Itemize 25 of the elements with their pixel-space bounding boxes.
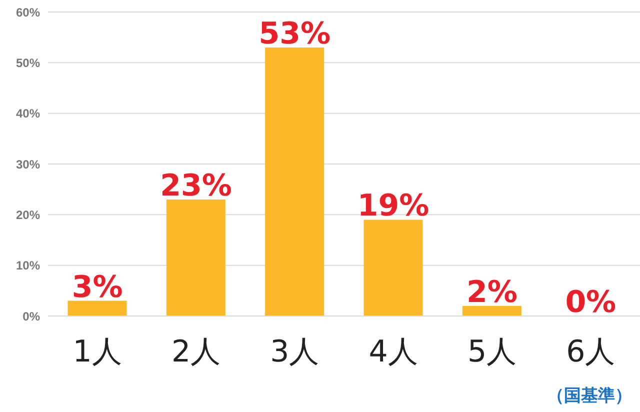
x-tick-label: 2人 bbox=[171, 334, 221, 370]
bar bbox=[462, 306, 522, 316]
x-tick-label: 4人 bbox=[368, 334, 418, 370]
bar bbox=[68, 300, 127, 316]
bar bbox=[364, 220, 423, 316]
x-tick-label: 1人 bbox=[72, 334, 122, 370]
data-label: 53% bbox=[258, 16, 331, 52]
y-tick-label: 0% bbox=[22, 309, 40, 324]
y-tick-label: 20% bbox=[16, 208, 40, 222]
y-tick-label: 60% bbox=[16, 5, 40, 20]
y-tick-label: 30% bbox=[16, 157, 40, 172]
x-tick-label: 3人 bbox=[270, 334, 320, 370]
x-tick-label: 5人 bbox=[467, 334, 517, 370]
note: （国基準） bbox=[547, 385, 632, 407]
bar bbox=[166, 199, 226, 316]
data-label: 23% bbox=[160, 168, 232, 204]
data-label: 19% bbox=[357, 188, 430, 224]
data-label: 0% bbox=[565, 285, 616, 320]
y-tick-label: 40% bbox=[16, 106, 40, 121]
y-tick-label: 50% bbox=[16, 56, 40, 70]
data-label: 3% bbox=[72, 270, 123, 305]
bar bbox=[265, 47, 324, 316]
data-label: 2% bbox=[466, 274, 518, 310]
x-tick-label: 6人 bbox=[566, 334, 616, 370]
y-tick-label: 10% bbox=[16, 258, 40, 273]
